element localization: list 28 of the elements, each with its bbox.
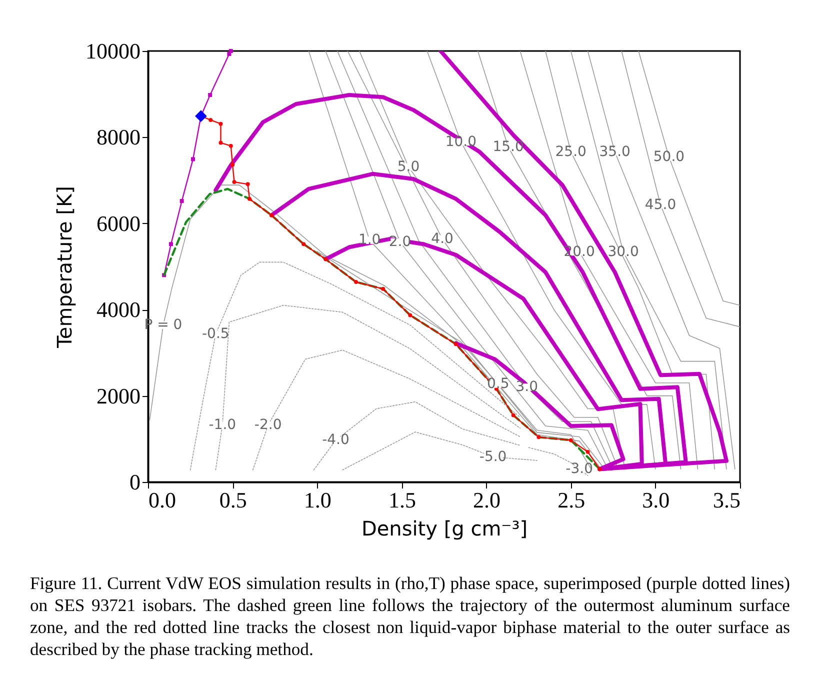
annotation: -0.5 (202, 326, 230, 342)
x-tick-label: 2.5 (558, 488, 586, 512)
x-tick-label: 0.0 (148, 488, 176, 512)
annotation: -4.0 (322, 432, 350, 448)
y-tick-label: 4000 (96, 297, 140, 322)
y-tick-label: 2000 (96, 383, 140, 408)
annotation: 45.0 (644, 196, 676, 213)
x-tick-label: 2.0 (473, 488, 501, 512)
y-axis-title: Temperature [K] (52, 186, 76, 349)
x-tick-label: 3.0 (642, 488, 670, 512)
x-tick-label: 3.5 (713, 488, 740, 512)
y-tick-label: 8000 (96, 124, 140, 150)
x-tick-label: 0.5 (219, 488, 247, 512)
annotation: 15.0 (492, 139, 524, 156)
x-axis-title: Density [g cm⁻³] (361, 516, 528, 540)
x-tick-label: 1.5 (388, 488, 416, 512)
annotation: 25.0 (555, 144, 586, 160)
annotation: -2.0 (254, 417, 282, 434)
y-tick-label: 6000 (96, 210, 140, 236)
y-tick-label: 10000 (86, 38, 140, 64)
caption: Figure 11. Current VdW EOS simulation results in (rho,T) phase space, superimposed (purple dotted lines) on SES 93721 isobars. The dashed green line follows the trajectory of the outermost aluminum surface zone, and the red dotted line tracks the closest non liquid-vapor biphase material to the outer surface as described by the phase tracking method. (30, 572, 790, 660)
y-tick-label: 0 (130, 470, 140, 494)
x-tick-label: 1.0 (304, 488, 332, 512)
annotation: 35.0 (599, 144, 630, 160)
annotation: -3.0 (566, 461, 593, 478)
annotation: 50.0 (653, 149, 685, 166)
annotation: -1.0 (208, 417, 236, 434)
annotation: 4.0 (431, 230, 454, 247)
